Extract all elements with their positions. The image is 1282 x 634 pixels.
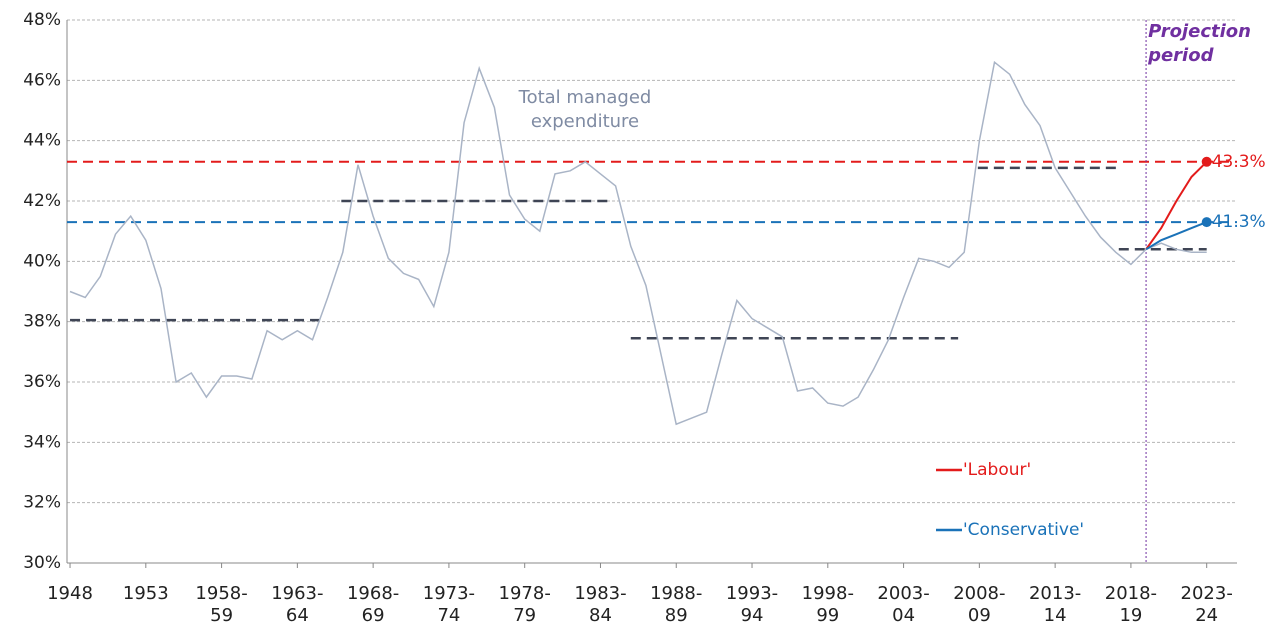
y-tick-label: 42% bbox=[23, 191, 61, 211]
x-tick-label: 1958-59 bbox=[195, 583, 248, 626]
x-tick-label: 1973-74 bbox=[422, 583, 476, 626]
y-tick-label: 34% bbox=[23, 432, 61, 452]
y-tick-label: 48% bbox=[23, 10, 61, 30]
x-tick-label: 1978-79 bbox=[498, 583, 551, 626]
legend-label: 'Conservative' bbox=[963, 520, 1084, 540]
x-tick-label: 1968-69 bbox=[346, 583, 400, 626]
x-tick-label: 2008-09 bbox=[953, 583, 1006, 626]
y-tick-label: 38% bbox=[23, 312, 61, 332]
projection-label: Projection period bbox=[1148, 21, 1251, 66]
x-tick-label: 1963-64 bbox=[271, 583, 324, 626]
x-tick-label: 1993-94 bbox=[725, 583, 779, 626]
x-tick-label: 1988-89 bbox=[650, 583, 703, 626]
x-tick-label: 1983-84 bbox=[574, 583, 627, 626]
y-tick-label: 32% bbox=[23, 493, 61, 513]
x-tick-label: 2023-24 bbox=[1180, 583, 1233, 626]
series-annotation: Total managed expenditure bbox=[518, 87, 652, 132]
x-tick-label: 2003-04 bbox=[877, 583, 930, 626]
x-tick-label: 1948 bbox=[47, 583, 93, 604]
x-tick-label: 2018-19 bbox=[1104, 583, 1158, 626]
end-point bbox=[1201, 217, 1212, 228]
data-label: 41.3% bbox=[1212, 212, 1266, 232]
y-tick-label: 30% bbox=[23, 553, 61, 573]
end-point bbox=[1201, 156, 1212, 167]
y-tick-label: 44% bbox=[23, 131, 61, 151]
x-tick-label: 1998-99 bbox=[801, 583, 854, 626]
y-tick-label: 36% bbox=[23, 372, 61, 392]
series-line bbox=[1145, 221, 1208, 251]
legend-label: 'Labour' bbox=[963, 460, 1031, 480]
y-tick-label: 40% bbox=[23, 251, 61, 271]
data-label: 43.3% bbox=[1212, 152, 1266, 172]
x-tick-label: 2013-14 bbox=[1028, 583, 1082, 626]
y-tick-label: 46% bbox=[23, 70, 61, 90]
x-tick-label: 1953 bbox=[122, 583, 169, 604]
series-line bbox=[69, 60, 1207, 426]
series-line bbox=[1145, 161, 1208, 250]
